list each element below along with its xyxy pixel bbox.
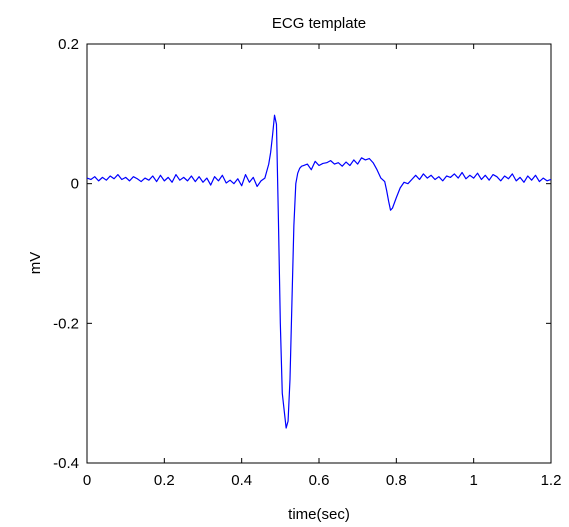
series-line-ecg: [86, 114, 552, 429]
axis-ticks: [86, 43, 552, 464]
x-tick-label: 1.2: [541, 472, 562, 489]
x-tick-label: 0.4: [231, 472, 252, 489]
y-tick-label: -0.4: [53, 455, 79, 472]
y-tick-label: -0.2: [53, 315, 79, 332]
x-tick-label: 0.8: [386, 472, 407, 489]
chart-title: ECG template: [272, 15, 366, 32]
axis-tick-labels: 0 0.2 0.4 0.6 0.8 1 1.2 -0.4 -0.2 0 0.2: [53, 36, 561, 489]
plot-frame: [86, 43, 552, 464]
y-tick-label: 0.2: [58, 36, 79, 53]
x-tick-label: 0.2: [154, 472, 175, 489]
x-tick-label: 0: [83, 472, 91, 489]
x-axis-label: time(sec): [288, 506, 350, 523]
y-axis-label: mV: [27, 252, 44, 275]
x-tick-label: 1: [469, 472, 477, 489]
x-tick-label: 0.6: [309, 472, 330, 489]
y-tick-label: 0: [71, 176, 79, 193]
